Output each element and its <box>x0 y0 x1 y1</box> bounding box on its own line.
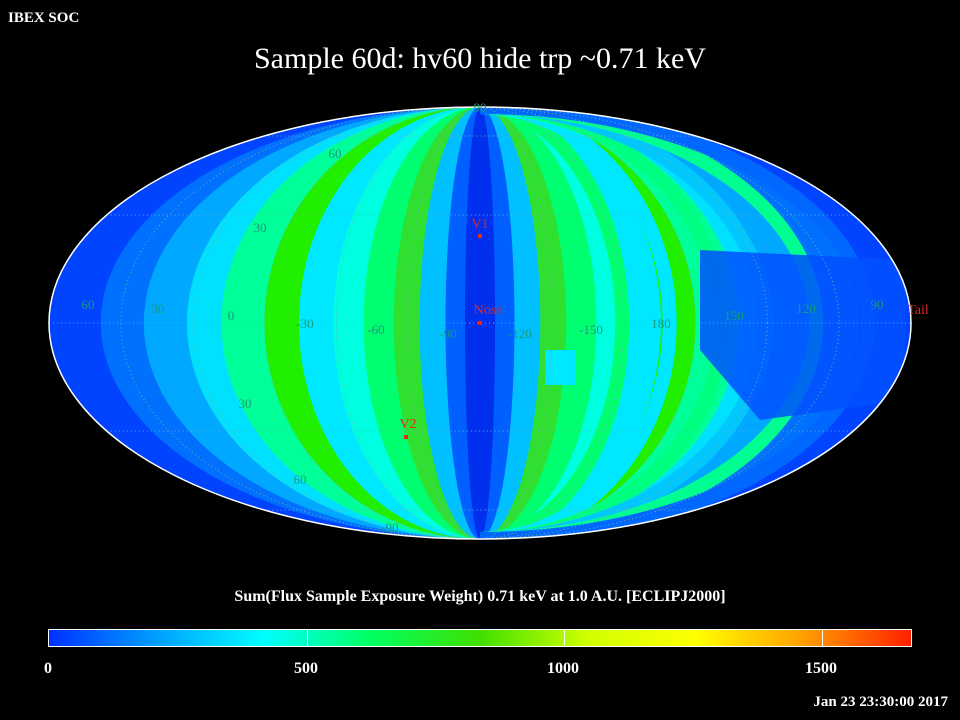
longitude-label: 180 <box>651 316 671 331</box>
marker-nose-dot <box>478 321 482 325</box>
colorbar-label-1000: 1000 <box>547 660 579 677</box>
colorbar-label-0: 0 <box>44 660 52 677</box>
longitude-label: 30 <box>152 301 165 316</box>
longitude-line <box>335 107 625 539</box>
longitude-label: -30 <box>296 316 313 331</box>
longitude-label: -60 <box>367 322 384 337</box>
marker-v2-label: V2 <box>399 417 416 432</box>
flux-region <box>700 250 905 420</box>
longitude-label: -150 <box>579 322 603 337</box>
latitude-label: 30 <box>239 396 252 411</box>
colorbar-tick <box>307 630 308 647</box>
longitude-label: 0 <box>228 308 235 323</box>
longitude-label: 120 <box>796 301 816 316</box>
latitude-label: 30 <box>254 220 267 235</box>
map-outline <box>48 106 912 540</box>
marker-nose-label: Nose <box>474 303 503 318</box>
marker-v1-label: V1 <box>471 217 488 232</box>
colorbar <box>48 629 912 647</box>
latitude-label: 90 <box>474 100 487 115</box>
longitude-line <box>192 107 768 539</box>
longitude-line <box>407 107 553 539</box>
longitude-label: -90 <box>439 326 456 341</box>
marker-v2-dot <box>404 435 408 439</box>
longitude-label: 150 <box>724 308 744 323</box>
latitude-label: -90 <box>381 520 398 535</box>
grid-lines <box>49 107 911 539</box>
colorbar-tick <box>564 630 565 647</box>
colorbar-title: Sum(Flux Sample Exposure Weight) 0.71 ke… <box>234 588 726 605</box>
marker-v1-dot <box>478 234 482 238</box>
timestamp: Jan 23 23:30:00 2017 <box>813 694 948 710</box>
longitude-line <box>120 107 840 539</box>
colorbar-label-1500: 1500 <box>805 660 837 677</box>
latitude-label: 60 <box>294 472 307 487</box>
org-label: IBEX SOC <box>8 10 80 26</box>
longitude-label: -120 <box>508 326 532 341</box>
colorbar-tick <box>822 630 823 647</box>
latitude-label: 60 <box>329 146 342 161</box>
longitude-line <box>264 107 696 539</box>
colorbar-label-500: 500 <box>294 660 318 677</box>
markers: V1 Nose V2 Tail <box>399 217 929 439</box>
longitude-label: 90 <box>871 297 884 312</box>
map-title: Sample 60d: hv60 hide trp ~0.71 keV <box>253 42 706 75</box>
marker-tail-label: Tail <box>907 303 929 318</box>
grid-labels: 60 30 30 60 90 -90 60 30 0 -30 -60 -90 -120 -150 180 15… <box>82 100 884 535</box>
longitude-label: 60 <box>82 297 95 312</box>
